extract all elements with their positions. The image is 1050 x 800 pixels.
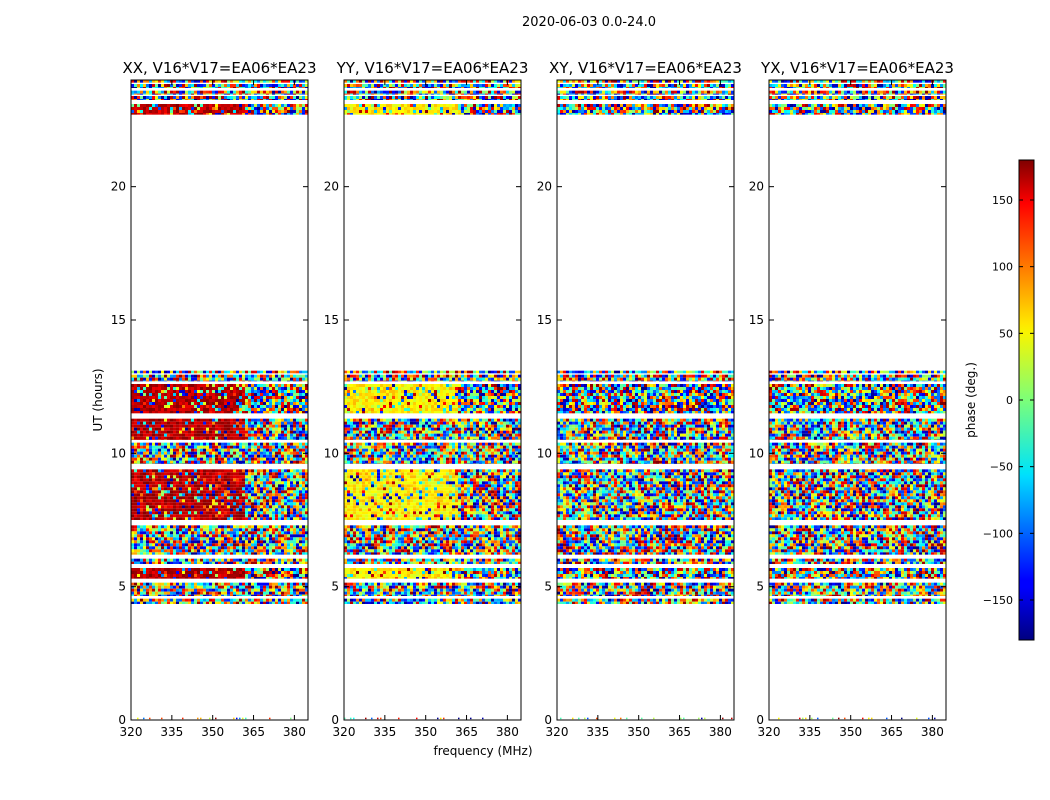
panel-xy: XY, V16*V17=EA06*EA23 0 5 10 15 20 320 335 350 36…: [537, 59, 742, 739]
panel-xx: XX, V16*V17=EA06*EA23 0 5 10 15 20 320 335 350 36…: [111, 59, 317, 739]
colorbar-tick-label: −50: [990, 461, 1013, 474]
y-tick-label: 0: [756, 713, 764, 727]
x-tick-label: 380: [709, 725, 732, 739]
y-tick-label: 15: [111, 313, 126, 327]
colorbar: −150 −100 −50 0 50 100 150 phase (deg.): [964, 159, 1035, 641]
x-tick-label: 380: [496, 725, 519, 739]
colorbar-tick-label: −150: [983, 594, 1013, 607]
x-axis-label: frequency (MHz): [433, 744, 532, 758]
panel-frame: [768, 79, 947, 721]
x-tick-label: 380: [283, 725, 306, 739]
x-tick-label: 350: [201, 725, 224, 739]
x-tick-label: 335: [160, 725, 183, 739]
y-tick-label: 20: [537, 180, 552, 194]
y-tick-label: 5: [118, 580, 126, 594]
colorbar-tick-label: 50: [999, 327, 1013, 340]
colorbar-ticks: −150 −100 −50 0 50 100 150: [983, 194, 1034, 607]
colorbar-tick-label: 0: [1006, 394, 1013, 407]
y-tick-label: 20: [111, 180, 126, 194]
heatmap-cells: [557, 80, 734, 720]
panel-frame: [130, 79, 309, 721]
colorbar-label: phase (deg.): [964, 362, 978, 438]
y-tick-label: 0: [544, 713, 552, 727]
x-tick-label: 365: [880, 725, 903, 739]
colorbar-tick-label: 150: [992, 194, 1013, 207]
x-tick-label: 350: [839, 725, 862, 739]
panels-group: XX, V16*V17=EA06*EA23 0 5 10 15 20 320 335 350 36…: [111, 59, 954, 739]
colorbar-tick-label: 100: [992, 261, 1013, 274]
y-tick-label: 0: [118, 713, 126, 727]
x-tick-label: 365: [455, 725, 478, 739]
heatmap-cells: [769, 80, 946, 720]
x-tick-label: 320: [758, 725, 781, 739]
x-tick-label: 380: [921, 725, 944, 739]
y-tick-label: 10: [111, 446, 126, 460]
x-tick-label: 335: [798, 725, 821, 739]
panel-frame: [556, 79, 735, 721]
y-tick-label: 10: [537, 446, 552, 460]
x-tick-label: 350: [627, 725, 650, 739]
y-tick-label: 15: [749, 313, 764, 327]
panel-title: YX, V16*V17=EA06*EA23: [760, 59, 954, 77]
panel-title: YY, V16*V17=EA06*EA23: [336, 59, 529, 77]
x-tick-label: 320: [546, 725, 569, 739]
x-tick-label: 335: [373, 725, 396, 739]
x-tick-label: 320: [333, 725, 356, 739]
y-tick-label: 15: [324, 313, 339, 327]
colorbar-tick-label: −100: [983, 527, 1013, 540]
y-tick-label: 5: [756, 580, 764, 594]
y-tick-label: 10: [749, 446, 764, 460]
y-tick-label: 20: [749, 180, 764, 194]
y-tick-label: 10: [324, 446, 339, 460]
y-tick-label: 0: [331, 713, 339, 727]
panel-title: XX, V16*V17=EA06*EA23: [122, 59, 316, 77]
y-tick-label: 5: [331, 580, 339, 594]
figure-title: 2020-06-03 0.0-24.0: [522, 15, 656, 30]
y-tick-label: 20: [324, 180, 339, 194]
y-tick-label: 5: [544, 580, 552, 594]
x-tick-label: 335: [586, 725, 609, 739]
x-tick-label: 365: [668, 725, 691, 739]
panel-yy: YY, V16*V17=EA06*EA23 0 5 10 15 20 320 335 350 36…: [324, 59, 529, 739]
x-tick-label: 365: [242, 725, 265, 739]
panel-frame: [343, 79, 522, 721]
x-tick-label: 350: [414, 725, 437, 739]
y-tick-label: 15: [537, 313, 552, 327]
panel-title: XY, V16*V17=EA06*EA23: [549, 59, 742, 77]
panel-yx: YX, V16*V17=EA06*EA23 0 5 10 15 20 320 335 350 36…: [749, 59, 954, 739]
heatmap-cells: [344, 80, 521, 720]
x-tick-label: 320: [120, 725, 143, 739]
heatmap-cells: [131, 80, 308, 720]
y-axis-label: UT (hours): [91, 368, 105, 431]
